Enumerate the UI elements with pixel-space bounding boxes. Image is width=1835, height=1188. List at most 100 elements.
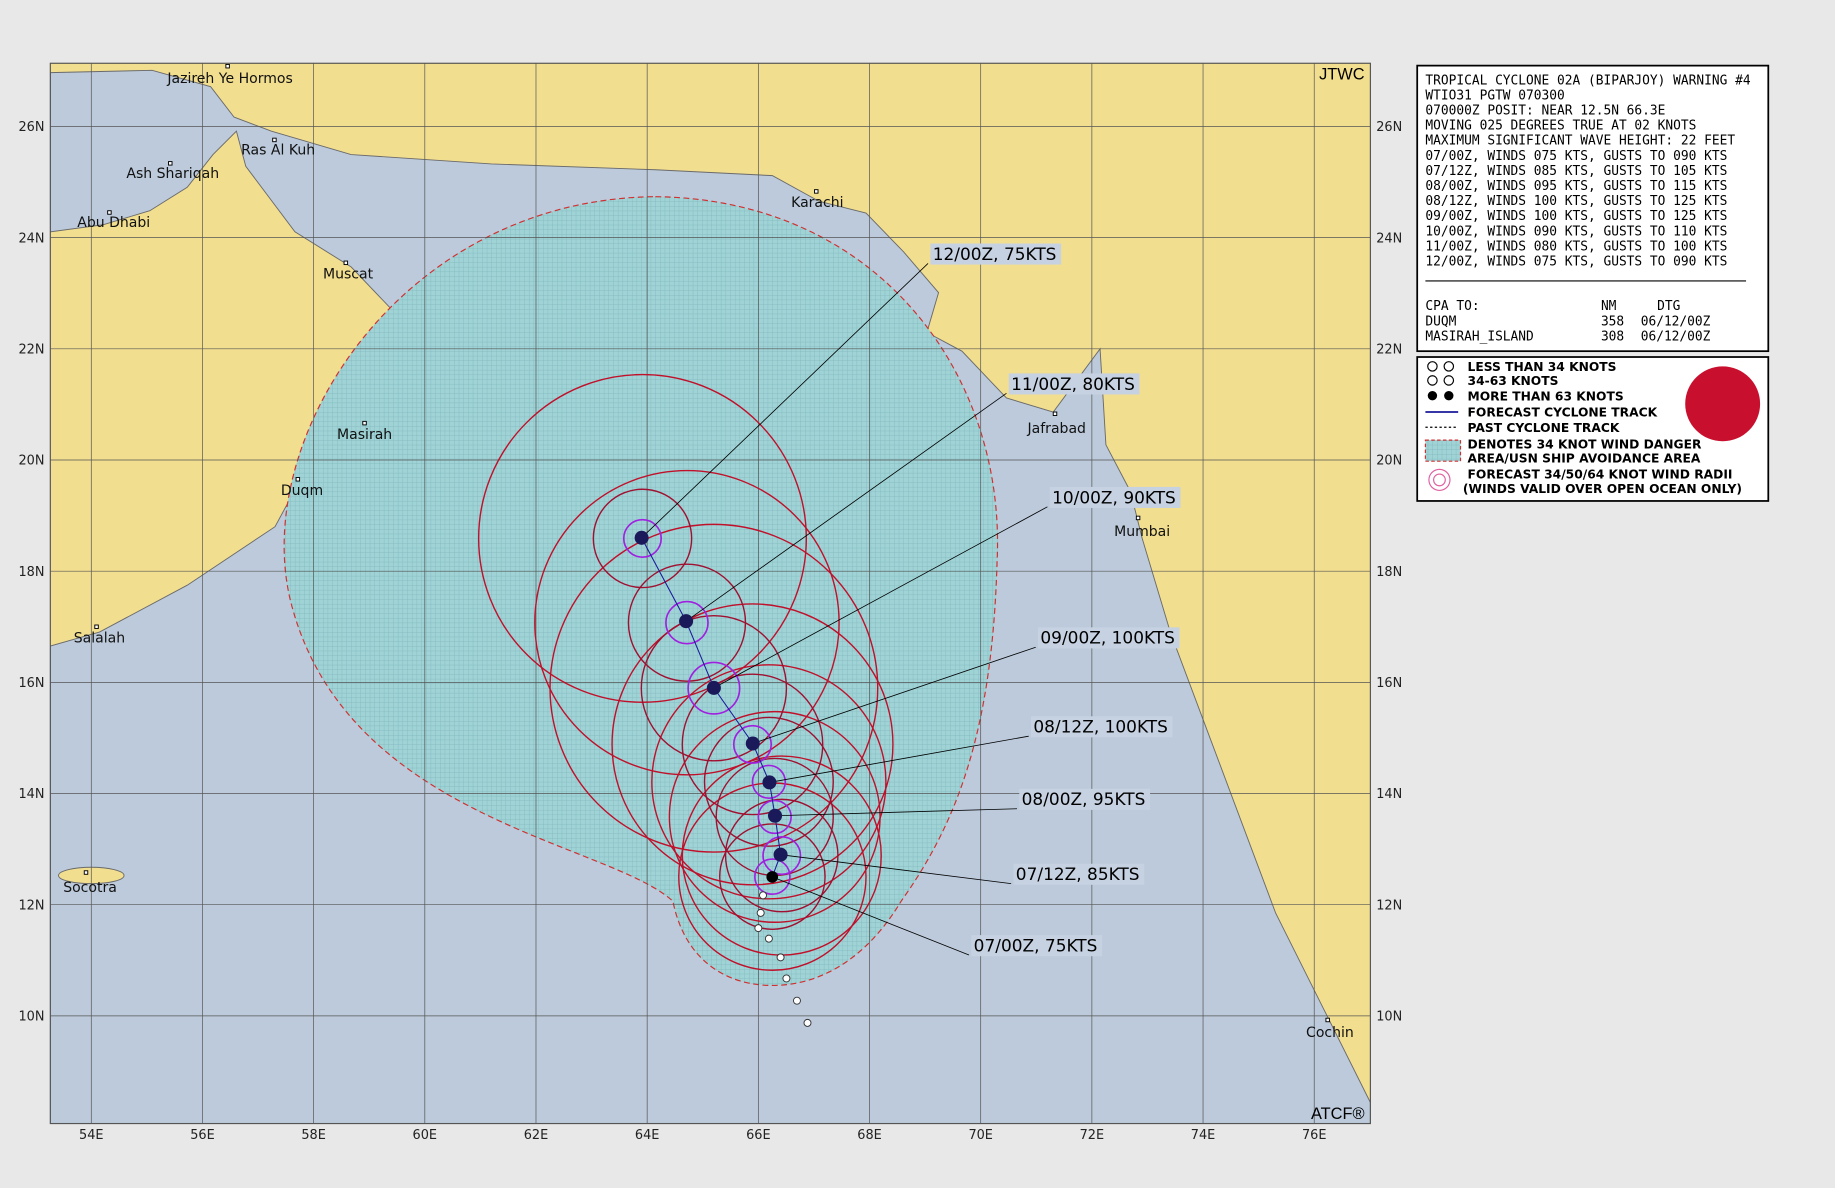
lon-label: 64E — [635, 1128, 659, 1143]
credit: JTWC — [1319, 66, 1365, 84]
warning-text: TROPICAL CYCLONE 02A (BIPARJOY) WARNING … — [1425, 73, 1750, 269]
forecast-label: 09/00Z, 100KTS — [1040, 628, 1175, 648]
forecast-label: 07/00Z, 75KTS — [974, 936, 1098, 956]
forecast-label: 10/00Z, 90KTS — [1052, 487, 1176, 507]
place: Masirah — [337, 427, 392, 443]
leader-line — [685, 392, 1007, 622]
box — [1416, 64, 1770, 353]
legend-entry: AREA/USN SHIP AVOIDANCE AREA — [1468, 451, 1701, 465]
lat-label: 18N — [18, 565, 44, 580]
label-bg — [1019, 788, 1151, 810]
label-bg — [1038, 627, 1180, 649]
legend-entry: (WINDS VALID OVER OPEN OCEAN ONLY) — [1463, 482, 1742, 496]
lon-label: 72E — [1080, 1128, 1105, 1143]
lon-label: 66E — [746, 1128, 771, 1143]
forecast-label: 11/00Z, 80KTS — [1011, 374, 1135, 394]
warning-line: 08/00Z, WINDS 095 KTS, GUSTS TO 115 KTS — [1425, 179, 1727, 194]
label-bg — [971, 935, 1103, 957]
lat-label: 16N — [1376, 676, 1402, 691]
legend-entry: 34-63 KNOTS — [1468, 374, 1559, 388]
forecast-label: 12/00Z, 75KTS — [933, 244, 1057, 264]
lat-label: 18N — [1376, 565, 1402, 580]
warning-line: 070000Z POSIT: NEAR 12.5N 66.3E — [1425, 104, 1665, 119]
leader-line — [780, 854, 1012, 885]
lon-label: 68E — [857, 1128, 882, 1143]
place: Jafrabad — [1027, 421, 1086, 437]
warning-line: 07/12Z, WINDS 085 KTS, GUSTS TO 105 KTS — [1425, 164, 1727, 179]
leader-line — [775, 808, 1017, 817]
lat-label: 12N — [1376, 898, 1402, 913]
warning-line: 10/00Z, WINDS 090 KTS, GUSTS TO 110 KTS — [1425, 224, 1727, 239]
lat-label: 10N — [18, 1010, 44, 1025]
warning-line: 12/00Z, WINDS 075 KTS, GUSTS TO 090 KTS — [1425, 255, 1727, 270]
warning-line: TROPICAL CYCLONE 02A (BIPARJOY) WARNING … — [1425, 73, 1750, 88]
leader-line — [769, 735, 1029, 783]
legend-entry: LESS THAN 34 KNOTS — [1468, 360, 1617, 374]
lat-label: 26N — [1376, 120, 1402, 135]
label-bg — [1013, 863, 1145, 885]
legend-entry: FORECAST CYCLONE TRACK — [1468, 406, 1658, 420]
forecast-label: 07/12Z, 85KTS — [1016, 864, 1140, 884]
lat-label: 12N — [18, 898, 44, 913]
place: Abu Dhabi — [77, 215, 150, 231]
wind-radii-34 — [477, 373, 894, 971]
place: Jazireh Ye Hormos — [166, 71, 292, 87]
cpa-head: DTG — [1657, 299, 1680, 314]
place: Muscat — [323, 267, 374, 283]
place: Karachi — [791, 195, 843, 211]
lon-label: 56E — [190, 1128, 215, 1143]
legend-entry: MORE THAN 63 KNOTS — [1468, 389, 1624, 403]
forecast-track: 07/00Z, 75KTS 07/12Z, 85KTS 08/00Z, 95KTS 0… — [634, 243, 1181, 957]
lon-label: 76E — [1302, 1128, 1327, 1143]
lat-label: 16N — [18, 676, 44, 691]
lat-label: 14N — [1376, 787, 1402, 802]
place: Cochin — [1306, 1025, 1354, 1041]
lat-label: 24N — [18, 231, 44, 246]
places: Jazireh Ye Hormos Ras Al Kuh Ash Shariqa… — [63, 71, 1354, 1041]
place: Salalah — [74, 631, 125, 647]
lat-label: 22N — [1376, 343, 1402, 358]
label-bg — [930, 243, 1062, 265]
frame — [49, 62, 1371, 1125]
label-bg — [1031, 716, 1173, 738]
leader-line — [641, 263, 929, 539]
legend-entry: PAST CYCLONE TRACK — [1468, 421, 1620, 435]
label-bg — [1008, 373, 1140, 395]
forecast-point — [745, 736, 760, 751]
lat-label: 20N — [18, 454, 44, 469]
warning-line: 11/00Z, WINDS 080 KTS, GUSTS TO 100 KTS — [1425, 239, 1727, 254]
lat-label: 20N — [1376, 454, 1402, 469]
past-track — [754, 891, 812, 1027]
place: Duqm — [281, 483, 323, 499]
lon-label: 60E — [413, 1128, 438, 1143]
warning-line: MAXIMUM SIGNIFICANT WAVE HEIGHT: 22 FEET — [1425, 134, 1735, 149]
leader-line — [713, 506, 1048, 689]
cpa-cell: DUQM — [1425, 314, 1456, 329]
place-dots — [83, 63, 1330, 1023]
logo — [1685, 366, 1761, 442]
warning-line: WTIO31 PGTW 070300 — [1425, 88, 1564, 103]
forecast-point — [767, 808, 783, 823]
cpa-cell: 308 — [1601, 330, 1624, 345]
cpa-cell: 06/12/00Z — [1641, 330, 1711, 345]
cpa-cell: 358 — [1601, 314, 1624, 329]
credit: ATCF® — [1311, 1105, 1365, 1123]
place: Socotra — [63, 880, 117, 896]
legend-entry: DENOTES 34 KNOT WIND DANGER — [1468, 437, 1702, 451]
forecast-point — [773, 847, 788, 862]
lon-label: 54E — [79, 1128, 104, 1143]
cpa-cell: MASIRAH_ISLAND — [1425, 330, 1533, 345]
warning-line: 08/12Z, WINDS 100 KTS, GUSTS TO 125 KTS — [1425, 194, 1727, 209]
lon-label: 62E — [524, 1128, 549, 1143]
lat-label: 14N — [18, 787, 44, 802]
label-bg — [1049, 486, 1181, 508]
info-box: TROPICAL CYCLONE 02A (BIPARJOY) WARNING … — [1416, 64, 1770, 353]
lon-label: 70E — [968, 1128, 993, 1143]
place: Ash Shariqah — [126, 166, 219, 182]
forecast-point — [766, 871, 779, 883]
danger-area — [283, 196, 999, 987]
lat-label: 10N — [1376, 1010, 1402, 1025]
forecast-point — [679, 614, 694, 629]
place: Ras Al Kuh — [241, 143, 315, 159]
